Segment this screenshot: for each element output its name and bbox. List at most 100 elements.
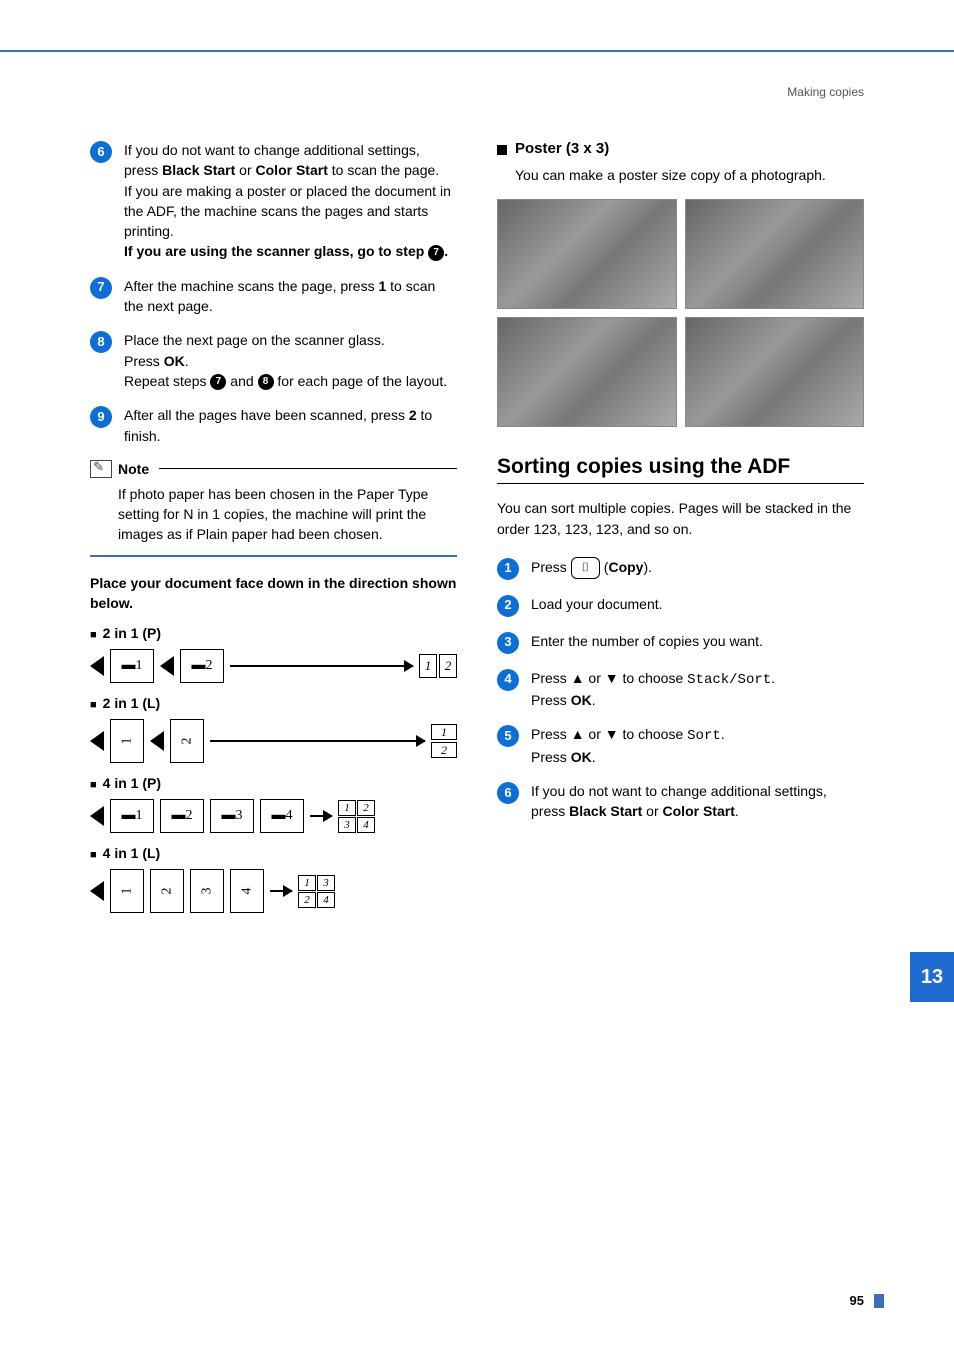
sort-step-6-body: If you do not want to change additional …: [531, 781, 864, 822]
sort-step-2-body: Load your document.: [531, 594, 864, 617]
step-circle-icon: 1: [497, 558, 519, 580]
note-end-rule: [90, 555, 457, 557]
result-cell: 1: [338, 800, 356, 816]
sort-heading-rule: [497, 483, 864, 484]
diagram-2in1-p: ▬1 ▬2 1 2: [90, 649, 457, 683]
step-circle-icon: 2: [497, 595, 519, 617]
sort-step-4-body: Press ▲ or ▼ to choose Stack/Sort.Press …: [531, 668, 864, 711]
poster-image: [497, 199, 677, 309]
page-box: ▬1: [110, 649, 154, 683]
place-doc-instruction: Place your document face down in the dir…: [90, 573, 457, 614]
layout-label-text: 4 in 1 (P): [103, 775, 161, 791]
result-cell: 2: [431, 742, 457, 758]
step-circle-icon: 9: [90, 406, 112, 428]
sort-step-1-body: Press ⌷ (Copy).: [531, 557, 864, 580]
arrow-icon: [210, 740, 425, 742]
page-box: ▬4: [260, 799, 304, 833]
arrow-icon: [230, 665, 413, 667]
result-cell: 2: [439, 654, 457, 678]
poster-image: [685, 317, 865, 427]
step-6-body: If you do not want to change additional …: [124, 140, 457, 262]
page-box: 3: [190, 869, 224, 913]
step-circle-icon: 5: [497, 725, 519, 747]
orientation-arrow-icon: [90, 656, 104, 676]
sort-heading: Sorting copies using the ADF: [497, 455, 864, 479]
arrow-icon: [270, 890, 292, 892]
result-cell: 4: [357, 817, 375, 833]
sort-step-3: 3 Enter the number of copies you want.: [497, 631, 864, 654]
sort-intro: You can sort multiple copies. Pages will…: [497, 498, 864, 539]
page-box: 2: [150, 869, 184, 913]
result-cell: 3: [338, 817, 356, 833]
page-box: ▬1: [110, 799, 154, 833]
result-layout: 1 2 3 4: [338, 800, 375, 833]
poster-heading: Poster (3 x 3): [497, 140, 864, 157]
layout-2in1-p-label: ■2 in 1 (P): [90, 625, 457, 641]
page-box: 1: [110, 869, 144, 913]
page-number-bar: [874, 1294, 884, 1308]
sort-step-6: 6 If you do not want to change additiona…: [497, 781, 864, 822]
step-circle-icon: 4: [497, 669, 519, 691]
diagram-2in1-l: 1 2 1 2: [90, 719, 457, 763]
result-cell: 1: [298, 875, 316, 891]
chapter-tab: 13: [910, 952, 954, 1002]
page-box: 2: [170, 719, 204, 763]
page-box: ▬3: [210, 799, 254, 833]
sort-step-5-body: Press ▲ or ▼ to choose Sort.Press OK.: [531, 724, 864, 767]
poster-images: [497, 199, 864, 427]
orientation-arrow-icon: [90, 731, 104, 751]
result-cell: 2: [357, 800, 375, 816]
step-circle-icon: 7: [90, 277, 112, 299]
result-layout: 1 2: [419, 654, 457, 678]
sort-step-2: 2 Load your document.: [497, 594, 864, 617]
content-columns: 6 If you do not want to change additiona…: [90, 140, 864, 925]
note-header: Note: [90, 460, 457, 478]
result-layout: 1 3 2 4: [298, 875, 335, 908]
step-7: 7 After the machine scans the page, pres…: [90, 276, 457, 317]
note-title: Note: [118, 461, 149, 477]
layout-2in1-l-label: ■2 in 1 (L): [90, 695, 457, 711]
result-cell: 3: [317, 875, 335, 891]
sort-step-4: 4 Press ▲ or ▼ to choose Stack/Sort.Pres…: [497, 668, 864, 711]
arrow-icon: [310, 815, 332, 817]
sort-step-1: 1 Press ⌷ (Copy).: [497, 557, 864, 580]
diagram-4in1-l: 1 2 3 4 1 3 2 4: [90, 869, 457, 913]
result-cell: 4: [317, 892, 335, 908]
note-body: If photo paper has been chosen in the Pa…: [118, 484, 457, 545]
diagram-4in1-p: ▬1 ▬2 ▬3 ▬4 1 2 3 4: [90, 799, 457, 833]
orientation-arrow-icon: [160, 656, 174, 676]
right-column: Poster (3 x 3) You can make a poster siz…: [497, 140, 864, 925]
step-9-body: After all the pages have been scanned, p…: [124, 405, 457, 446]
sort-step-5: 5 Press ▲ or ▼ to choose Sort.Press OK.: [497, 724, 864, 767]
step-circle-icon: 6: [90, 141, 112, 163]
result-cell: 1: [419, 654, 437, 678]
step-6: 6 If you do not want to change additiona…: [90, 140, 457, 262]
result-layout: 1 2: [431, 724, 457, 758]
step-9: 9 After all the pages have been scanned,…: [90, 405, 457, 446]
step-8-body: Place the next page on the scanner glass…: [124, 330, 457, 391]
sort-step-3-body: Enter the number of copies you want.: [531, 631, 864, 654]
page-box: ▬2: [160, 799, 204, 833]
header-section: Making copies: [787, 85, 864, 99]
bullet-icon: [497, 145, 507, 155]
step-circle-icon: 6: [497, 782, 519, 804]
page-box: 4: [230, 869, 264, 913]
poster-image: [685, 199, 865, 309]
step-7-body: After the machine scans the page, press …: [124, 276, 457, 317]
page-number: 95: [850, 1293, 864, 1308]
poster-image: [497, 317, 677, 427]
top-rule: [0, 50, 954, 52]
step-8: 8 Place the next page on the scanner gla…: [90, 330, 457, 391]
layout-4in1-l-label: ■4 in 1 (L): [90, 845, 457, 861]
orientation-arrow-icon: [90, 881, 104, 901]
layout-label-text: 4 in 1 (L): [103, 845, 161, 861]
left-column: 6 If you do not want to change additiona…: [90, 140, 457, 925]
orientation-arrow-icon: [150, 731, 164, 751]
step-circle-icon: 8: [90, 331, 112, 353]
layout-label-text: 2 in 1 (L): [103, 695, 161, 711]
layout-4in1-p-label: ■4 in 1 (P): [90, 775, 457, 791]
layout-label-text: 2 in 1 (P): [103, 625, 161, 641]
note-rule: [159, 468, 457, 469]
page-box: ▬2: [180, 649, 224, 683]
poster-text: You can make a poster size copy of a pho…: [515, 165, 864, 185]
